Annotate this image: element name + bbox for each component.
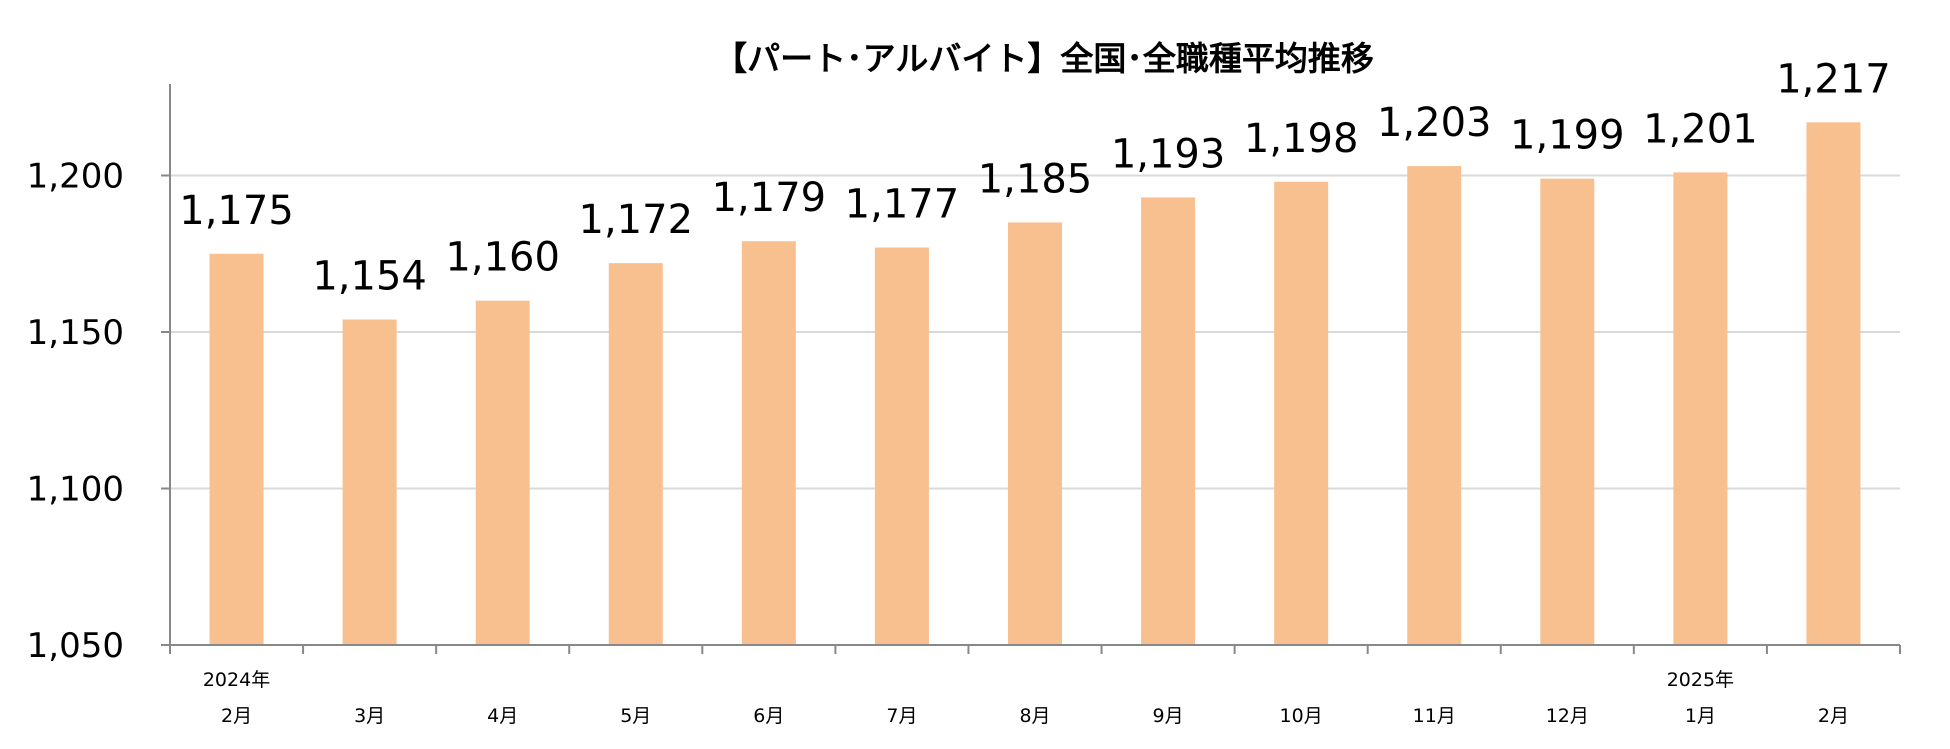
x-tick-label: 6月 <box>753 705 784 727</box>
chart-title: 【パート･アルバイト】全国･全職種平均推移 <box>714 39 1374 78</box>
data-label: 1,201 <box>1643 106 1758 152</box>
bar <box>1274 181 1329 645</box>
bar <box>1008 222 1062 645</box>
data-labels: 1,175 1,154 1,160 1,172 1,179 1,177 1,185 1,193… <box>179 56 1890 299</box>
bar <box>741 241 796 646</box>
x-tick-label: 10月 <box>1280 705 1323 727</box>
data-label: 1,175 <box>179 188 294 234</box>
data-label: 1,199 <box>1510 113 1625 159</box>
data-label: 1,203 <box>1377 100 1492 146</box>
bar <box>342 319 397 645</box>
x-tick-label: 5月 <box>620 705 651 727</box>
bar <box>874 247 929 646</box>
x-tick-label: 12月 <box>1546 705 1589 727</box>
y-tick-label: 1,150 <box>27 313 124 353</box>
data-label: 1,217 <box>1776 56 1891 102</box>
data-label: 1,160 <box>445 235 560 281</box>
axes <box>161 84 1901 654</box>
x-tick-label: 8月 <box>1019 705 1050 727</box>
x-tick-label: 2月 <box>1818 705 1849 727</box>
data-label: 1,177 <box>845 181 960 227</box>
data-label: 1,185 <box>978 156 1093 202</box>
x-tick-label: 1月 <box>1685 705 1716 727</box>
y-tick-label: 1,100 <box>27 470 124 510</box>
x-tick-label: 3月 <box>354 705 385 727</box>
bars <box>209 122 1861 646</box>
data-label: 1,179 <box>712 175 827 221</box>
bar <box>209 253 264 645</box>
bar <box>1141 197 1196 645</box>
y-tick-label: 1,200 <box>27 157 124 197</box>
x-year-label: 2024年 <box>203 669 270 691</box>
data-label: 1,172 <box>579 197 694 243</box>
bar <box>1673 172 1728 645</box>
x-tick-label: 11月 <box>1413 705 1456 727</box>
x-tick-label: 2月 <box>221 705 252 727</box>
x-tick-labels: 2月 2024年 3月 4月 5月 6月 7月 8月 9月 10月 11月 12月 1月 2025年 2月 <box>203 669 1849 727</box>
y-tick-label: 1,050 <box>27 626 124 666</box>
x-tick-label: 4月 <box>487 705 518 727</box>
bar <box>1407 166 1462 646</box>
bar <box>1806 122 1861 646</box>
data-label: 1,154 <box>312 253 427 299</box>
bar <box>1540 178 1595 645</box>
y-tick-labels: 1,050 1,100 1,150 1,200 <box>27 157 124 667</box>
x-tick-label: 7月 <box>886 705 917 727</box>
data-label: 1,198 <box>1244 116 1359 162</box>
x-tick-label: 9月 <box>1153 705 1184 727</box>
bar <box>608 263 663 645</box>
data-label: 1,193 <box>1111 131 1226 177</box>
x-year-label: 2025年 <box>1667 669 1734 691</box>
bar <box>475 300 530 645</box>
